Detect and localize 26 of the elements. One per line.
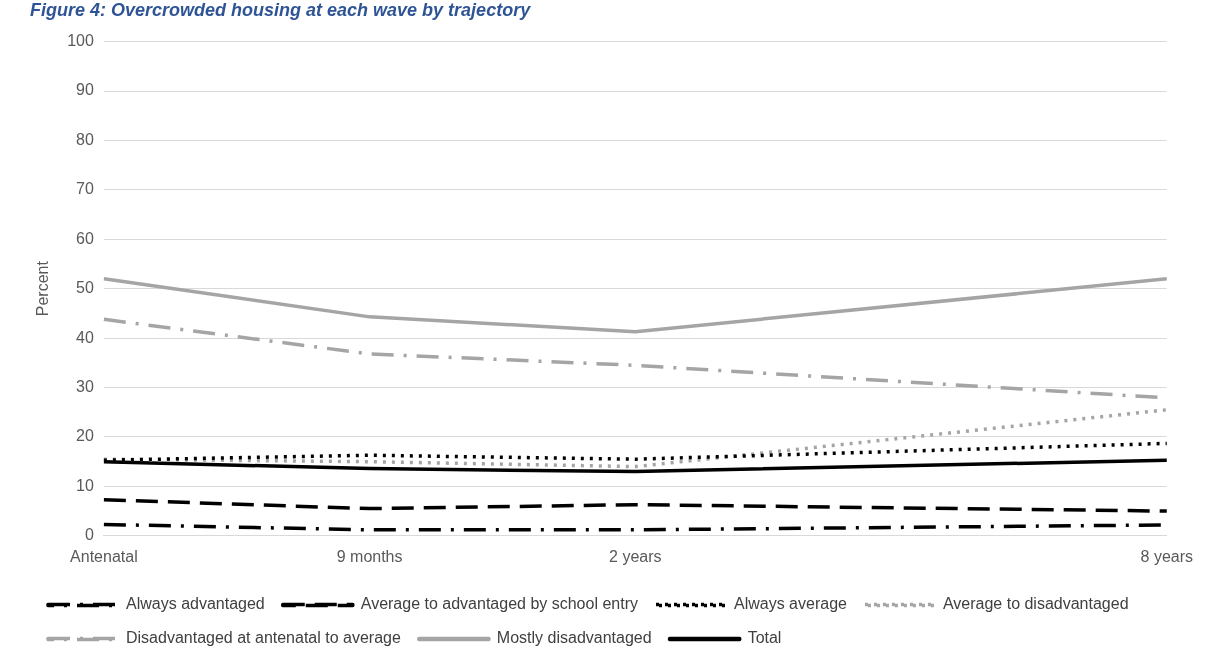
x-tick-label: 8 years: [1140, 547, 1193, 565]
chart-title: Figure 4: Overcrowded housing at each wave by trajectory: [30, 0, 532, 20]
line-series: [102, 497, 1169, 513]
y-tick-label: 80: [76, 130, 94, 148]
legend-label: Mostly disadvantaged: [496, 629, 652, 647]
y-tick-label: 0: [84, 526, 94, 544]
y-tick-label: 100: [67, 32, 94, 50]
legend-label: Disadvantaged at antenatal to average: [126, 629, 401, 647]
y-tick-label: 90: [76, 81, 94, 99]
legend-label: Always advantaged: [126, 595, 265, 613]
legend-label: Total: [747, 629, 782, 647]
y-tick-label: 50: [76, 279, 94, 297]
y-tick-label: 70: [76, 180, 94, 198]
y-tick-label: 20: [76, 427, 94, 445]
legend-label: Average to advantaged by school entry: [360, 595, 638, 613]
y-tick-label: 40: [76, 328, 94, 346]
y-tick-label: 30: [76, 377, 94, 395]
y-tick-label: 60: [76, 229, 94, 247]
legend-label: Always average: [733, 595, 848, 613]
line-series: [102, 408, 1169, 469]
x-tick-label: Antenatal: [70, 547, 138, 565]
legend-label: Average to disadvantaged: [942, 595, 1129, 613]
y-axis-title: Percent: [34, 260, 52, 317]
y-tick-label: 10: [76, 476, 94, 494]
x-tick-label: 9 months: [336, 547, 403, 565]
x-tick-label: 2 years: [609, 547, 662, 565]
